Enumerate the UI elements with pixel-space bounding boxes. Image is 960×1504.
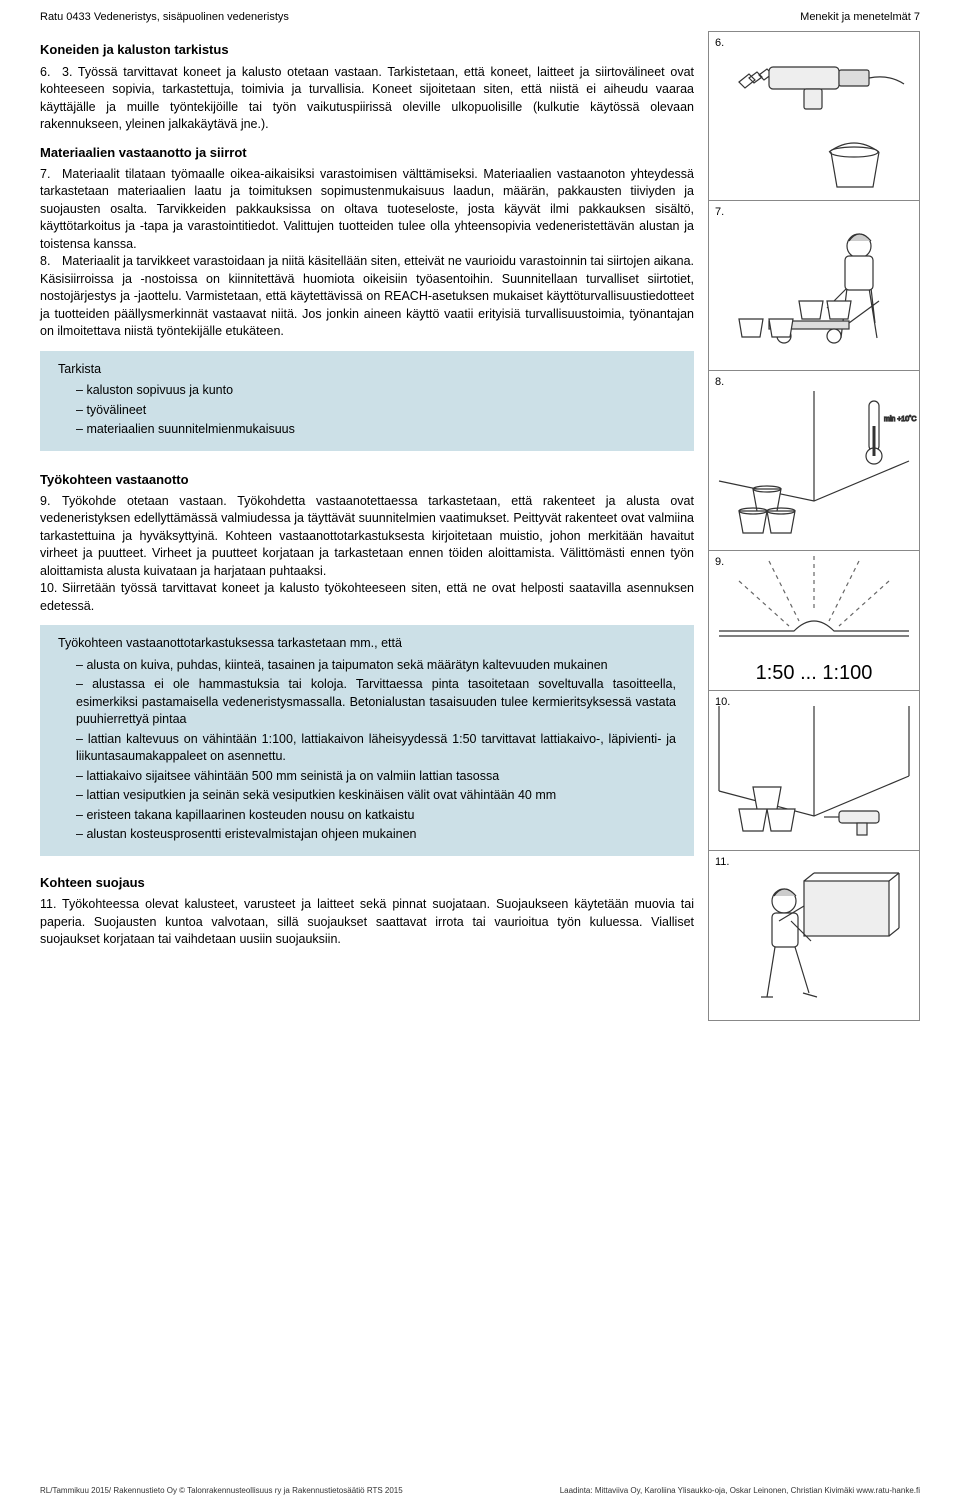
item-text-7: Materiaalit tilataan työmaalle oikea-aik… [40,167,694,251]
figure-10: 10. [708,691,920,851]
figure-8-num: 8. [715,375,724,390]
item-text-9: Työkohde otetaan vastaan. Työkohdetta va… [40,494,694,578]
figure-7-num: 7. [715,205,724,220]
footer-left: RL/Tammikuu 2015/ Rakennustieto Oy © Tal… [40,1485,403,1496]
item-8: 8.Materiaalit ja tarvikkeet varastoidaan… [40,253,694,341]
item-num-7: 7. [40,166,62,184]
box2-list: alusta on kuiva, puhdas, kiinteä, tasain… [76,657,676,844]
item-10: 10.Siirretään työssä tarvittavat koneet … [40,580,694,615]
box2-item-d: lattiakaivo sijaitsee vähintään 500 mm s… [76,768,676,786]
header-left: Ratu 0433 Vedeneristys, sisäpuolinen ved… [40,10,289,25]
item-text-8: Materiaalit ja tarvikkeet varastoidaan j… [40,254,694,338]
list-s3: 9.Työkohde otetaan vastaan. Työkohdetta … [40,493,694,616]
box2-item-a: alusta on kuiva, puhdas, kiinteä, tasain… [76,657,676,675]
top-header: Ratu 0433 Vedeneristys, sisäpuolinen ved… [40,0,920,31]
box2-item-g: alustan kosteusprosentti eristevalmistaj… [76,826,676,844]
item-6: 6.3. Työssä tarvittavat koneet ja kalust… [40,64,694,134]
item-num-10: 10. [40,580,62,598]
box2-item-c: lattian kaltevuus on vähintään 1:100, la… [76,731,676,766]
box1-item-a: kaluston sopivuus ja kunto [76,382,676,400]
item-num-6: 6. [40,64,62,82]
figure-9-num: 9. [715,555,724,570]
box1-list: kaluston sopivuus ja kunto työvälineet m… [76,382,676,439]
figure-9: 9. 1:50 ... 1:100 [708,551,920,691]
item-num-11: 11. [40,896,62,914]
item-7: 7.Materiaalit tilataan työmaalle oikea-a… [40,166,694,254]
item-text-11: Työkohteessa olevat kalusteet, varusteet… [40,897,694,946]
ratio-text: 1:50 ... 1:100 [709,651,919,695]
header-right: Menekit ja menetelmät 7 [800,10,920,25]
figure-8: 8. min +10˚C [708,371,920,551]
section-title-koneiden: Koneiden ja kaluston tarkistus [40,41,694,59]
figure-11: 11. [708,851,920,1021]
worker-carry-icon [709,851,919,1021]
two-col-layout: Koneiden ja kaluston tarkistus 6.3. Työs… [40,31,920,1021]
corner-tools-icon [709,691,919,851]
checklist-box-1: Tarkista kaluston sopivuus ja kunto työv… [40,351,694,451]
temp-label: min +10˚C [884,415,916,423]
figure-6: 6. [708,31,920,201]
item-text-10: Siirretään työssä tarvittavat koneet ja … [40,581,694,613]
list-s4: 11.Työkohteessa olevat kalusteet, varust… [40,896,694,949]
worker-cart-icon [709,201,919,371]
box2-title: Työkohteen vastaanottotarkastuksessa tar… [58,635,676,653]
section-title-kohteen: Kohteen suojaus [40,874,694,892]
figure-7: 7. [708,201,920,371]
figure-column: 6. [708,31,920,1021]
footer-right: Laadinta: Mittaviiva Oy, Karoliina Ylisa… [560,1485,920,1496]
box2-item-e: lattian vesiputkien ja seinän sekä vesip… [76,787,676,805]
page: Ratu 0433 Vedeneristys, sisäpuolinen ved… [0,0,960,1504]
item-11: 11.Työkohteessa olevat kalusteet, varust… [40,896,694,949]
list-s2: 7.Materiaalit tilataan työmaalle oikea-a… [40,166,694,341]
buckets-thermometer-icon: min +10˚C [709,371,919,551]
item-num-9: 9. [40,493,62,511]
section-title-materiaalien: Materiaalien vastaanotto ja siirrot [40,144,694,162]
figure-6-num: 6. [715,36,724,51]
figure-10-num: 10. [715,695,730,710]
box2-item-f: eristeen takana kapillaarinen kosteuden … [76,807,676,825]
floor-drain-icon [709,551,919,651]
page-footer: RL/Tammikuu 2015/ Rakennustieto Oy © Tal… [40,1485,920,1496]
item-num-8: 8. [40,253,62,271]
list-s1: 6.3. Työssä tarvittavat koneet ja kalust… [40,64,694,134]
drill-bucket-icon [709,32,919,202]
box2-item-b: alustassa ei ole hammastuksia tai koloja… [76,676,676,729]
text-column: Koneiden ja kaluston tarkistus 6.3. Työs… [40,31,694,1021]
item-9: 9.Työkohde otetaan vastaan. Työkohdetta … [40,493,694,581]
box1-item-b: työvälineet [76,402,676,420]
box1-title: Tarkista [58,361,676,379]
figure-11-num: 11. [715,855,729,870]
box1-item-c: materiaalien suunnitelmienmukaisuus [76,421,676,439]
checklist-box-2: Työkohteen vastaanottotarkastuksessa tar… [40,625,694,856]
item-text-6: 3. Työssä tarvittavat koneet ja kalusto … [40,65,694,132]
section-title-tyokohteen: Työkohteen vastaanotto [40,471,694,489]
